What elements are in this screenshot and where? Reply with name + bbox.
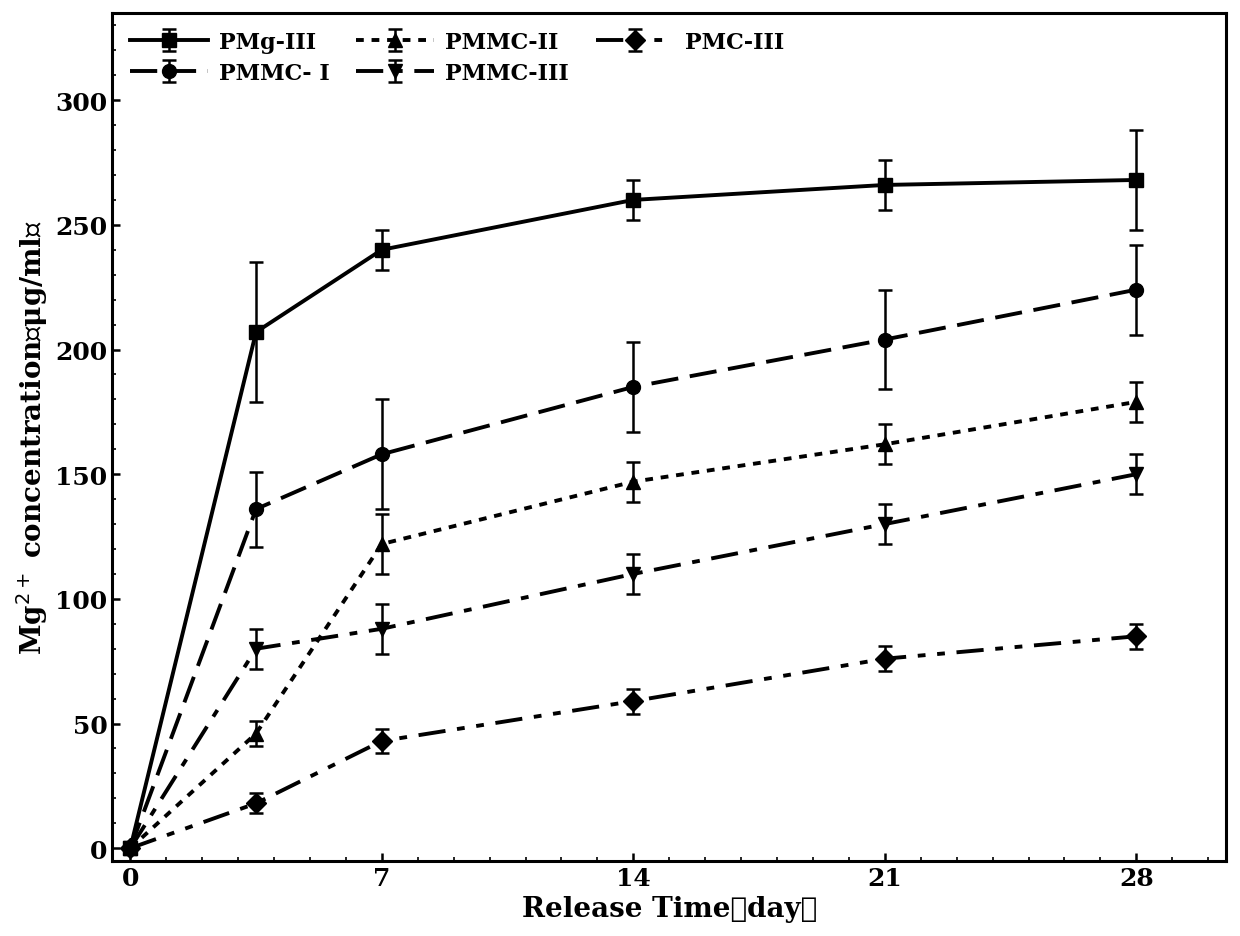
Y-axis label: Mg$^{2+}$ concentration（μg/ml）: Mg$^{2+}$ concentration（μg/ml）: [14, 220, 50, 654]
X-axis label: Release Time（day）: Release Time（day）: [522, 895, 817, 922]
Legend: PMg-III, PMMC- I, PMMC-II, PMMC-III, PMC-III: PMg-III, PMMC- I, PMMC-II, PMMC-III, PMC…: [124, 25, 791, 91]
